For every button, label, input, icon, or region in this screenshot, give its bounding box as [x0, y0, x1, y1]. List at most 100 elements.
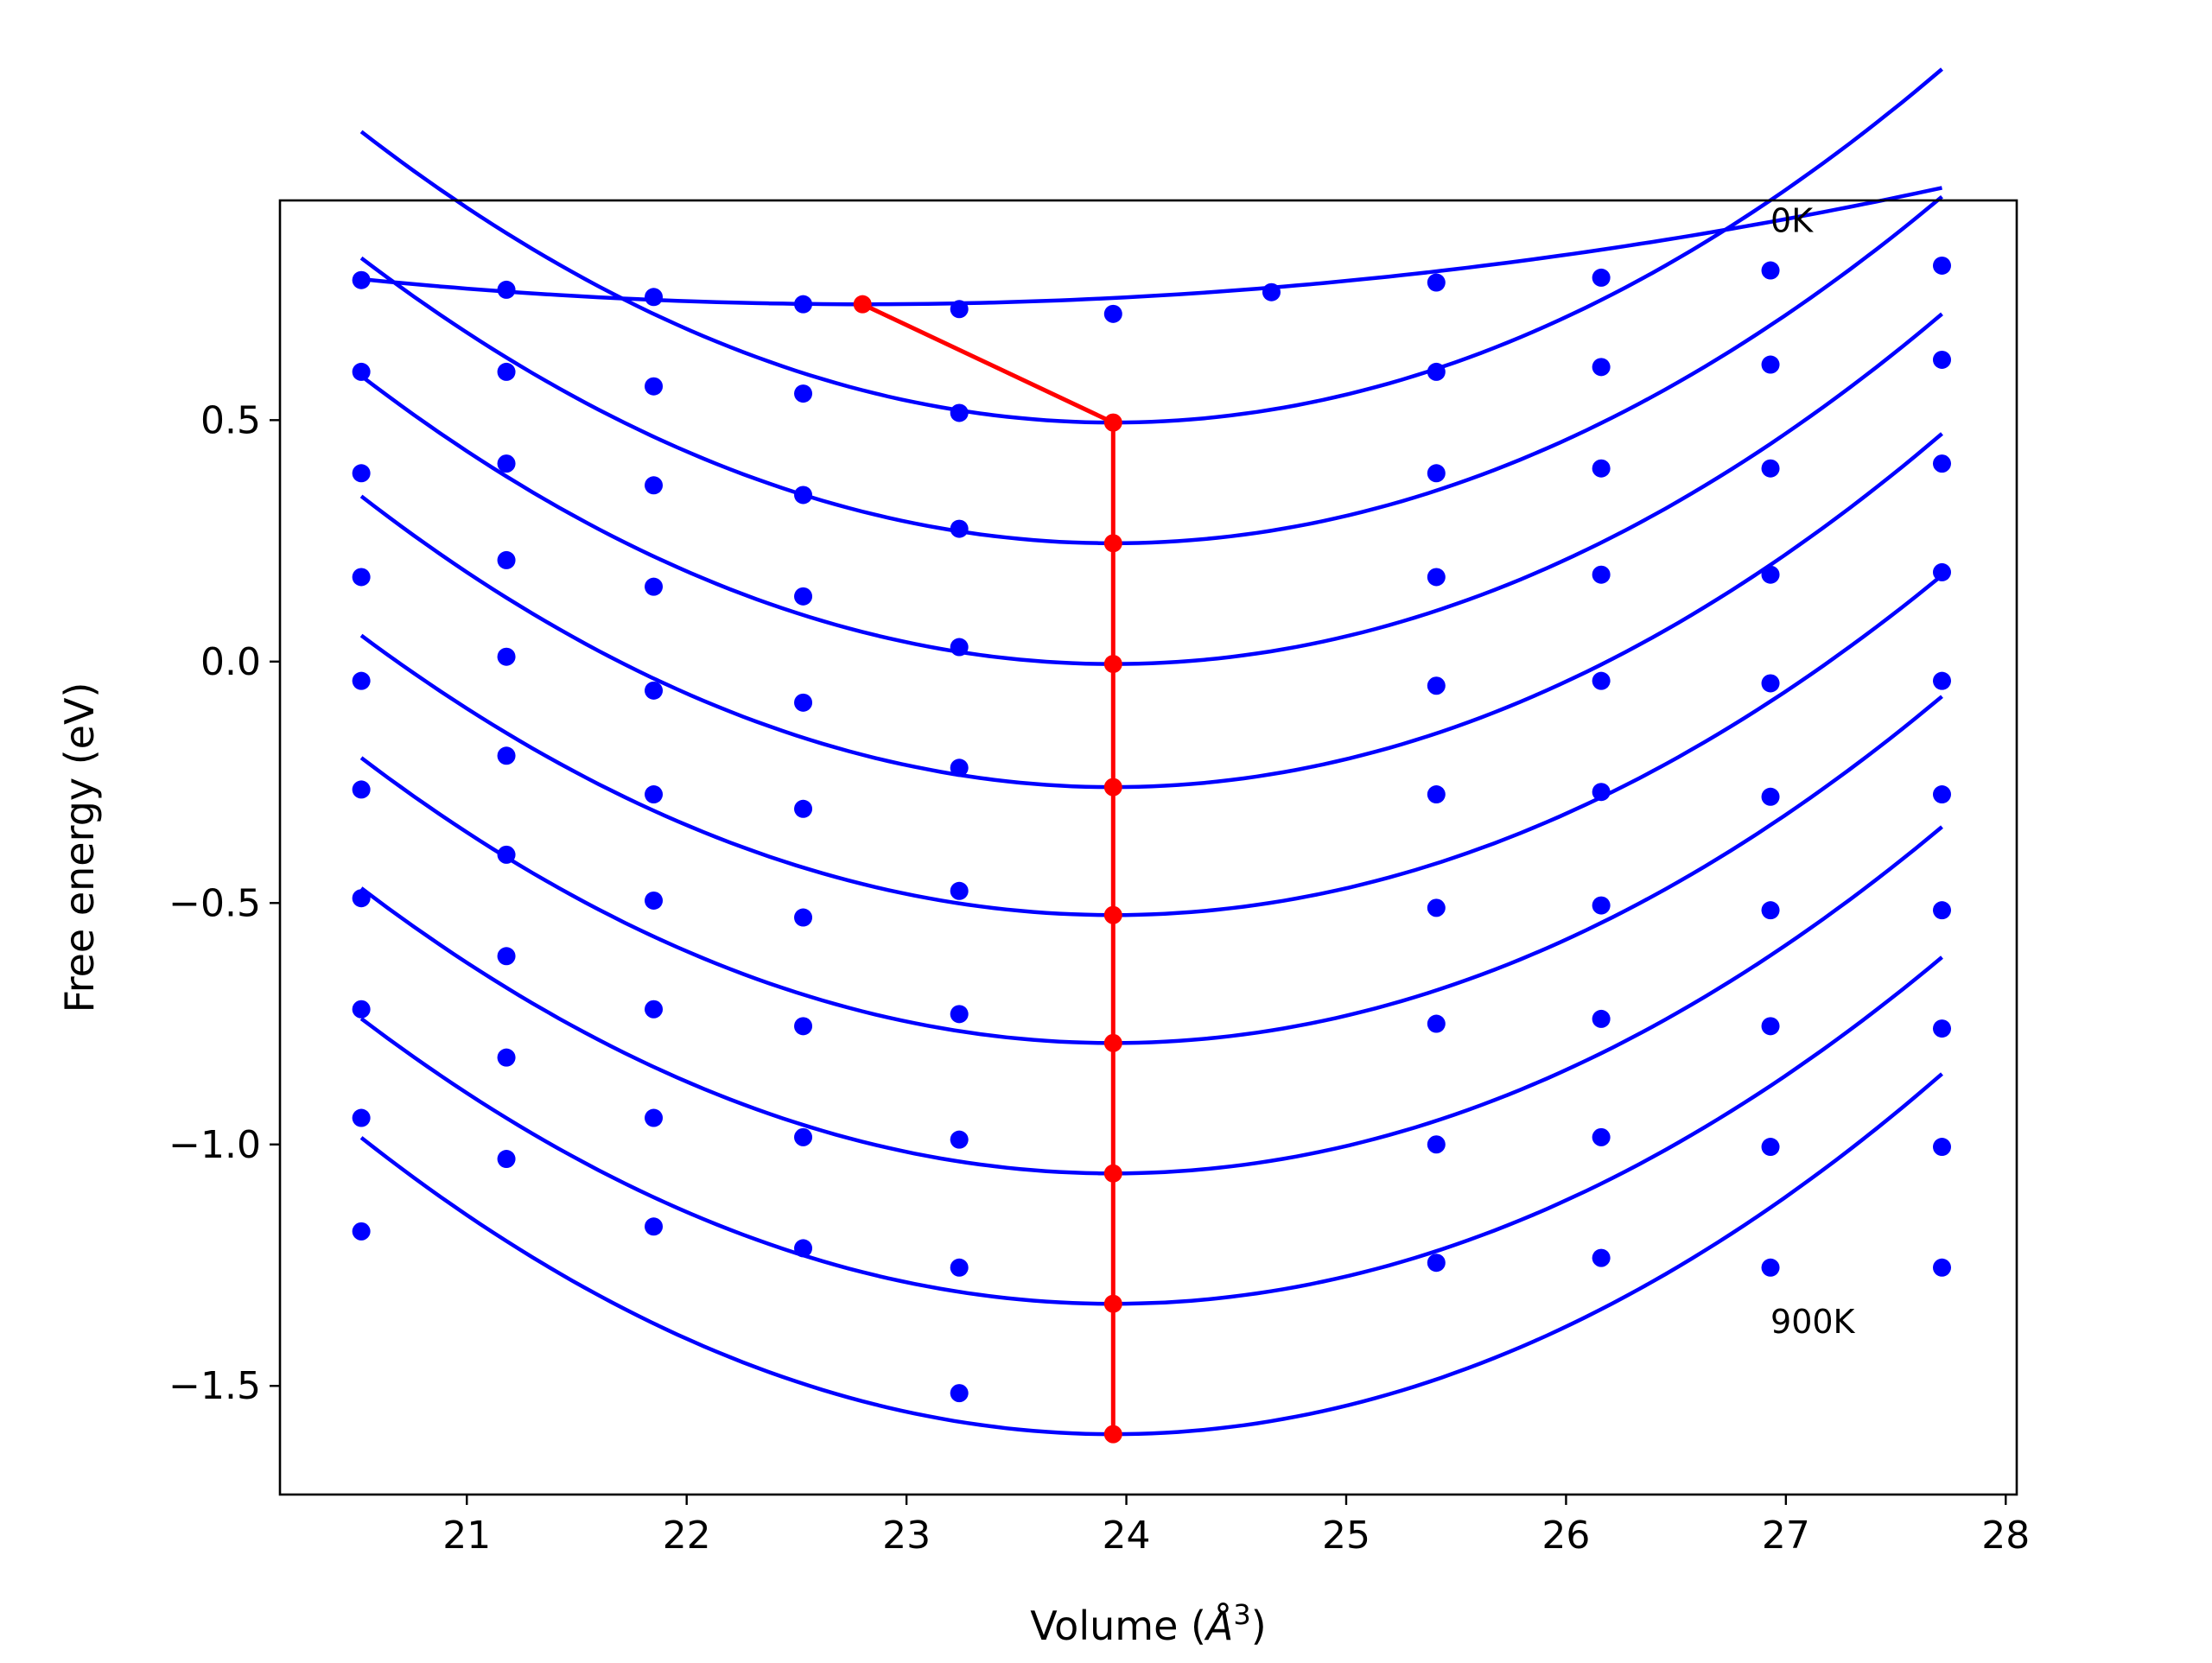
minimum-point-2	[1103, 413, 1122, 432]
curve-label-1: 0K	[1770, 201, 1814, 239]
minimum-point-5	[1103, 778, 1122, 797]
x-tick-label-24: 24	[1103, 1514, 1151, 1558]
minimum-point-3	[1103, 534, 1122, 553]
data-point-s6-5	[950, 881, 969, 900]
data-point-s5-3	[645, 681, 664, 700]
data-point-s2-9	[1592, 358, 1611, 377]
data-point-s9-4	[794, 1127, 813, 1146]
data-point-s2-2	[497, 362, 516, 381]
data-point-s5-9	[1592, 671, 1611, 690]
minimum-point-6	[1103, 905, 1122, 924]
data-point-s6-10	[1761, 787, 1780, 806]
x-tick-label-28: 28	[1981, 1514, 2030, 1558]
data-point-s8-3	[645, 1000, 664, 1019]
data-point-s5-8	[1427, 676, 1446, 695]
data-point-s1-6	[1103, 304, 1122, 323]
data-point-s6-8	[1427, 785, 1446, 804]
fit-curve-9	[359, 955, 1943, 1306]
fit-curve-5	[359, 432, 1943, 790]
data-point-s9-10	[1761, 1138, 1780, 1157]
data-point-s6-11	[1932, 785, 1951, 804]
data-point-s10-9	[1592, 1248, 1611, 1267]
fit-curve-2	[359, 67, 1943, 425]
data-point-s4-4	[794, 587, 813, 606]
data-point-s8-9	[1592, 1009, 1611, 1028]
data-point-s2-10	[1761, 355, 1780, 374]
x-tick-label-27: 27	[1762, 1514, 1810, 1558]
x-axis-label: Volume (Å3)	[1030, 1598, 1266, 1649]
data-point-s1-10	[1761, 261, 1780, 280]
y-axis: 0.5 0.0 −0.5 −1.0 −1.5	[168, 398, 280, 1408]
data-point-s7-8	[1427, 898, 1446, 917]
y-tick-label-4: −1.5	[168, 1364, 261, 1408]
data-point-s2-3	[645, 377, 664, 396]
data-point-s6-9	[1592, 783, 1611, 802]
fit-curve-8	[359, 825, 1943, 1176]
data-point-s8-10	[1761, 1017, 1780, 1036]
data-point-s5-4	[794, 693, 813, 712]
data-point-s9-5	[950, 1258, 969, 1277]
data-point-s1-4	[794, 295, 813, 314]
x-tick-label-25: 25	[1322, 1514, 1370, 1558]
y-axis-label: Free energy (eV)	[56, 682, 103, 1013]
minimum-point-4	[1103, 655, 1122, 674]
data-point-s2-4	[794, 384, 813, 403]
data-point-s9-8	[1427, 1135, 1446, 1154]
data-point-s4-11	[1932, 562, 1951, 581]
data-point-s1-8	[1427, 273, 1446, 292]
fit-curve-7	[359, 695, 1943, 1045]
data-point-s4-3	[645, 577, 664, 596]
data-point-s5-1	[352, 671, 371, 690]
data-point-s4-8	[1427, 568, 1446, 587]
data-point-s7-2	[497, 845, 516, 864]
data-point-s9-1	[352, 1108, 371, 1127]
data-point-s8-4	[794, 1017, 813, 1036]
data-point-s4-2	[497, 550, 516, 569]
data-point-s6-2	[497, 746, 516, 765]
data-point-s3-8	[1427, 464, 1446, 483]
data-point-s4-1	[352, 568, 371, 587]
y-tick-label-3: −1.0	[168, 1123, 261, 1167]
data-point-s3-1	[352, 464, 371, 483]
data-point-s10-2	[497, 1150, 516, 1169]
data-point-s4-5	[950, 638, 969, 657]
data-point-s7-4	[794, 908, 813, 927]
data-point-s1-5	[950, 300, 969, 319]
data-point-s7-9	[1592, 896, 1611, 915]
data-point-s7-11	[1932, 901, 1951, 920]
y-tick-label-0: 0.5	[200, 398, 261, 442]
plot-content: 0K 900K	[352, 67, 1951, 1444]
data-point-s10-1	[352, 1222, 371, 1241]
data-point-s7-10	[1761, 901, 1780, 920]
data-point-s9-2	[497, 1048, 516, 1067]
data-point-s2-11	[1932, 350, 1951, 369]
data-point-s3-3	[645, 476, 664, 495]
data-point-s6-3	[645, 785, 664, 804]
y-tick-label-2: −0.5	[168, 881, 261, 925]
fit-curve-6	[359, 574, 1943, 917]
minimum-point-10	[1103, 1425, 1122, 1444]
data-point-s3-11	[1932, 454, 1951, 473]
data-point-s9-3	[645, 1108, 664, 1127]
data-point-s3-2	[497, 454, 516, 473]
data-point-s7-1	[352, 889, 371, 908]
data-point-s4-10	[1761, 565, 1780, 584]
x-tick-label-22: 22	[663, 1514, 711, 1558]
data-point-s9-11	[1932, 1138, 1951, 1157]
data-point-s10-8	[1427, 1254, 1446, 1273]
data-point-s8-2	[497, 947, 516, 966]
x-axis: 21 22 23 24 25 26 27 28	[442, 1495, 2030, 1558]
data-point-s2-5	[950, 403, 969, 422]
data-point-s6-4	[794, 799, 813, 818]
x-tick-label-23: 23	[882, 1514, 931, 1558]
fit-curve-10	[359, 1072, 1943, 1437]
minimum-point-1	[853, 295, 872, 314]
data-point-s10-3	[645, 1217, 664, 1236]
data-point-s10-5	[950, 1384, 969, 1403]
data-point-s5-5	[950, 759, 969, 778]
data-point-s5-2	[497, 647, 516, 666]
data-point-s5-10	[1761, 674, 1780, 693]
data-point-s8-8	[1427, 1014, 1446, 1033]
